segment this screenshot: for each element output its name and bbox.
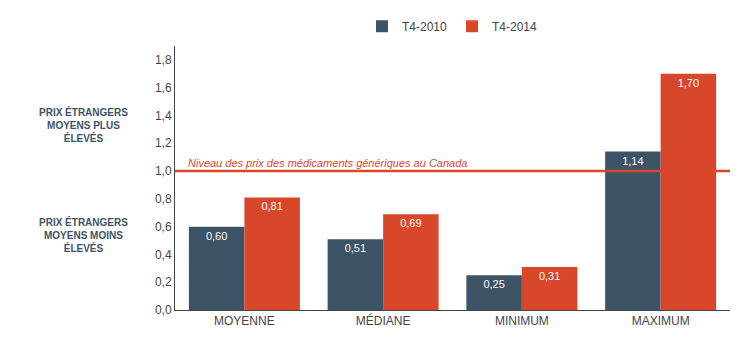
svg-text:1,8: 1,8 bbox=[155, 53, 172, 67]
svg-text:0,81: 0,81 bbox=[261, 200, 282, 212]
svg-text:0,51: 0,51 bbox=[345, 242, 366, 254]
svg-text:0,6: 0,6 bbox=[155, 220, 172, 234]
svg-text:0,60: 0,60 bbox=[206, 230, 227, 242]
svg-text:0,4: 0,4 bbox=[155, 248, 172, 262]
svg-text:1,4: 1,4 bbox=[155, 109, 172, 123]
svg-text:1,2: 1,2 bbox=[155, 136, 172, 150]
svg-text:T4-2010: T4-2010 bbox=[402, 20, 447, 34]
svg-text:0,25: 0,25 bbox=[483, 278, 504, 290]
svg-text:MAXIMUM: MAXIMUM bbox=[632, 314, 690, 328]
svg-text:0,31: 0,31 bbox=[539, 270, 560, 282]
svg-text:MOYENNE: MOYENNE bbox=[214, 314, 275, 328]
svg-text:0,2: 0,2 bbox=[155, 275, 172, 289]
svg-text:PRIX ÉTRANGERSMOYENS MOINSÉLEV: PRIX ÉTRANGERSMOYENS MOINSÉLEVÉS bbox=[39, 216, 128, 254]
svg-text:0,8: 0,8 bbox=[155, 192, 172, 206]
svg-text:T4-2014: T4-2014 bbox=[492, 20, 537, 34]
svg-text:1,6: 1,6 bbox=[155, 81, 172, 95]
svg-text:MÉDIANE: MÉDIANE bbox=[356, 313, 411, 328]
svg-text:Niveau des prix des médicament: Niveau des prix des médicaments génériqu… bbox=[188, 157, 467, 169]
svg-text:MINIMUM: MINIMUM bbox=[495, 314, 549, 328]
svg-text:0,0: 0,0 bbox=[155, 303, 172, 317]
svg-text:0,69: 0,69 bbox=[400, 217, 421, 229]
svg-text:PRIX ÉTRANGERSMOYENS PLUSÉLEVÉ: PRIX ÉTRANGERSMOYENS PLUSÉLEVÉS bbox=[39, 106, 128, 144]
svg-text:1,0: 1,0 bbox=[155, 164, 172, 178]
svg-text:1,14: 1,14 bbox=[622, 155, 643, 167]
svg-text:1,70: 1,70 bbox=[678, 77, 699, 89]
